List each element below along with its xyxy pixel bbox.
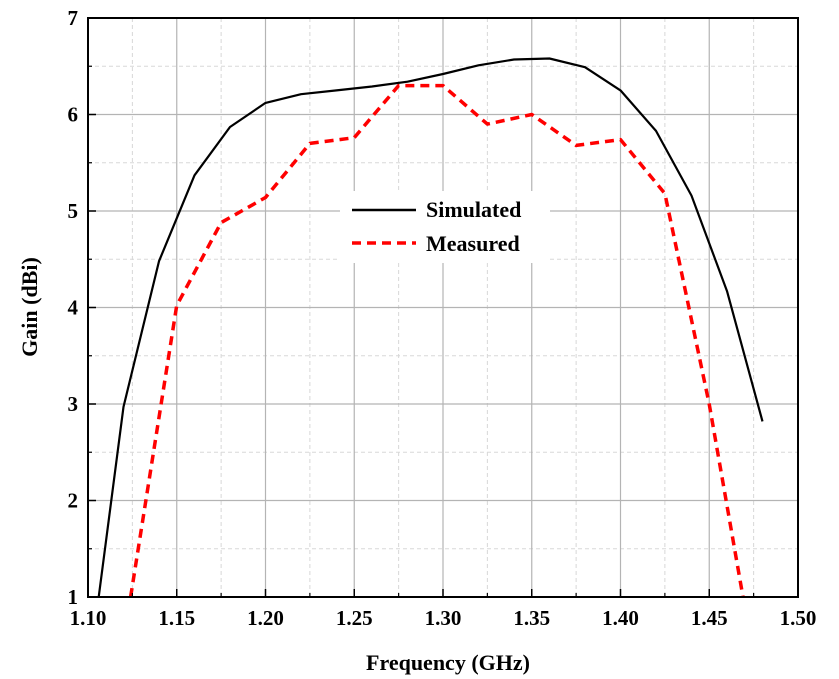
series-layer	[97, 57, 764, 598]
y-tick-label: 7	[68, 6, 79, 30]
y-tick-label: 6	[68, 103, 79, 127]
legend-label-measured: Measured	[426, 231, 520, 256]
x-tick-labels: 1.10 1.15 1.20 1.25 1.30 1.35 1.40 1.45 1.50	[70, 606, 817, 630]
y-tick-label: 4	[68, 296, 79, 320]
x-tick-label: 1.40	[602, 606, 639, 630]
x-tick-label: 1.45	[691, 606, 728, 630]
legend-label-simulated: Simulated	[426, 197, 521, 222]
x-tick-label: 1.25	[336, 606, 373, 630]
y-tick-label: 5	[68, 199, 79, 223]
legend: Simulated Measured	[340, 191, 550, 263]
y-tick-label: 2	[68, 489, 79, 513]
major-gridlines	[88, 18, 798, 597]
series-line-simulated	[97, 57, 764, 598]
x-tick-label: 1.30	[425, 606, 462, 630]
x-tick-label: 1.10	[70, 606, 107, 630]
legend-background	[340, 191, 550, 263]
x-tick-label: 1.20	[247, 606, 284, 630]
x-axis-title: Frequency (GHz)	[366, 650, 530, 675]
y-tick-label: 3	[68, 392, 79, 416]
x-tick-label: 1.35	[513, 606, 550, 630]
x-tick-label: 1.50	[780, 606, 817, 630]
y-tick-labels: 1 2 3 4 5 6 7	[68, 6, 79, 609]
tick-marks	[87, 17, 799, 598]
series-line-measured	[128, 83, 745, 598]
y-tick-label: 1	[68, 585, 79, 609]
x-tick-label: 1.15	[158, 606, 195, 630]
y-axis-title: Gain (dBi)	[17, 257, 42, 357]
